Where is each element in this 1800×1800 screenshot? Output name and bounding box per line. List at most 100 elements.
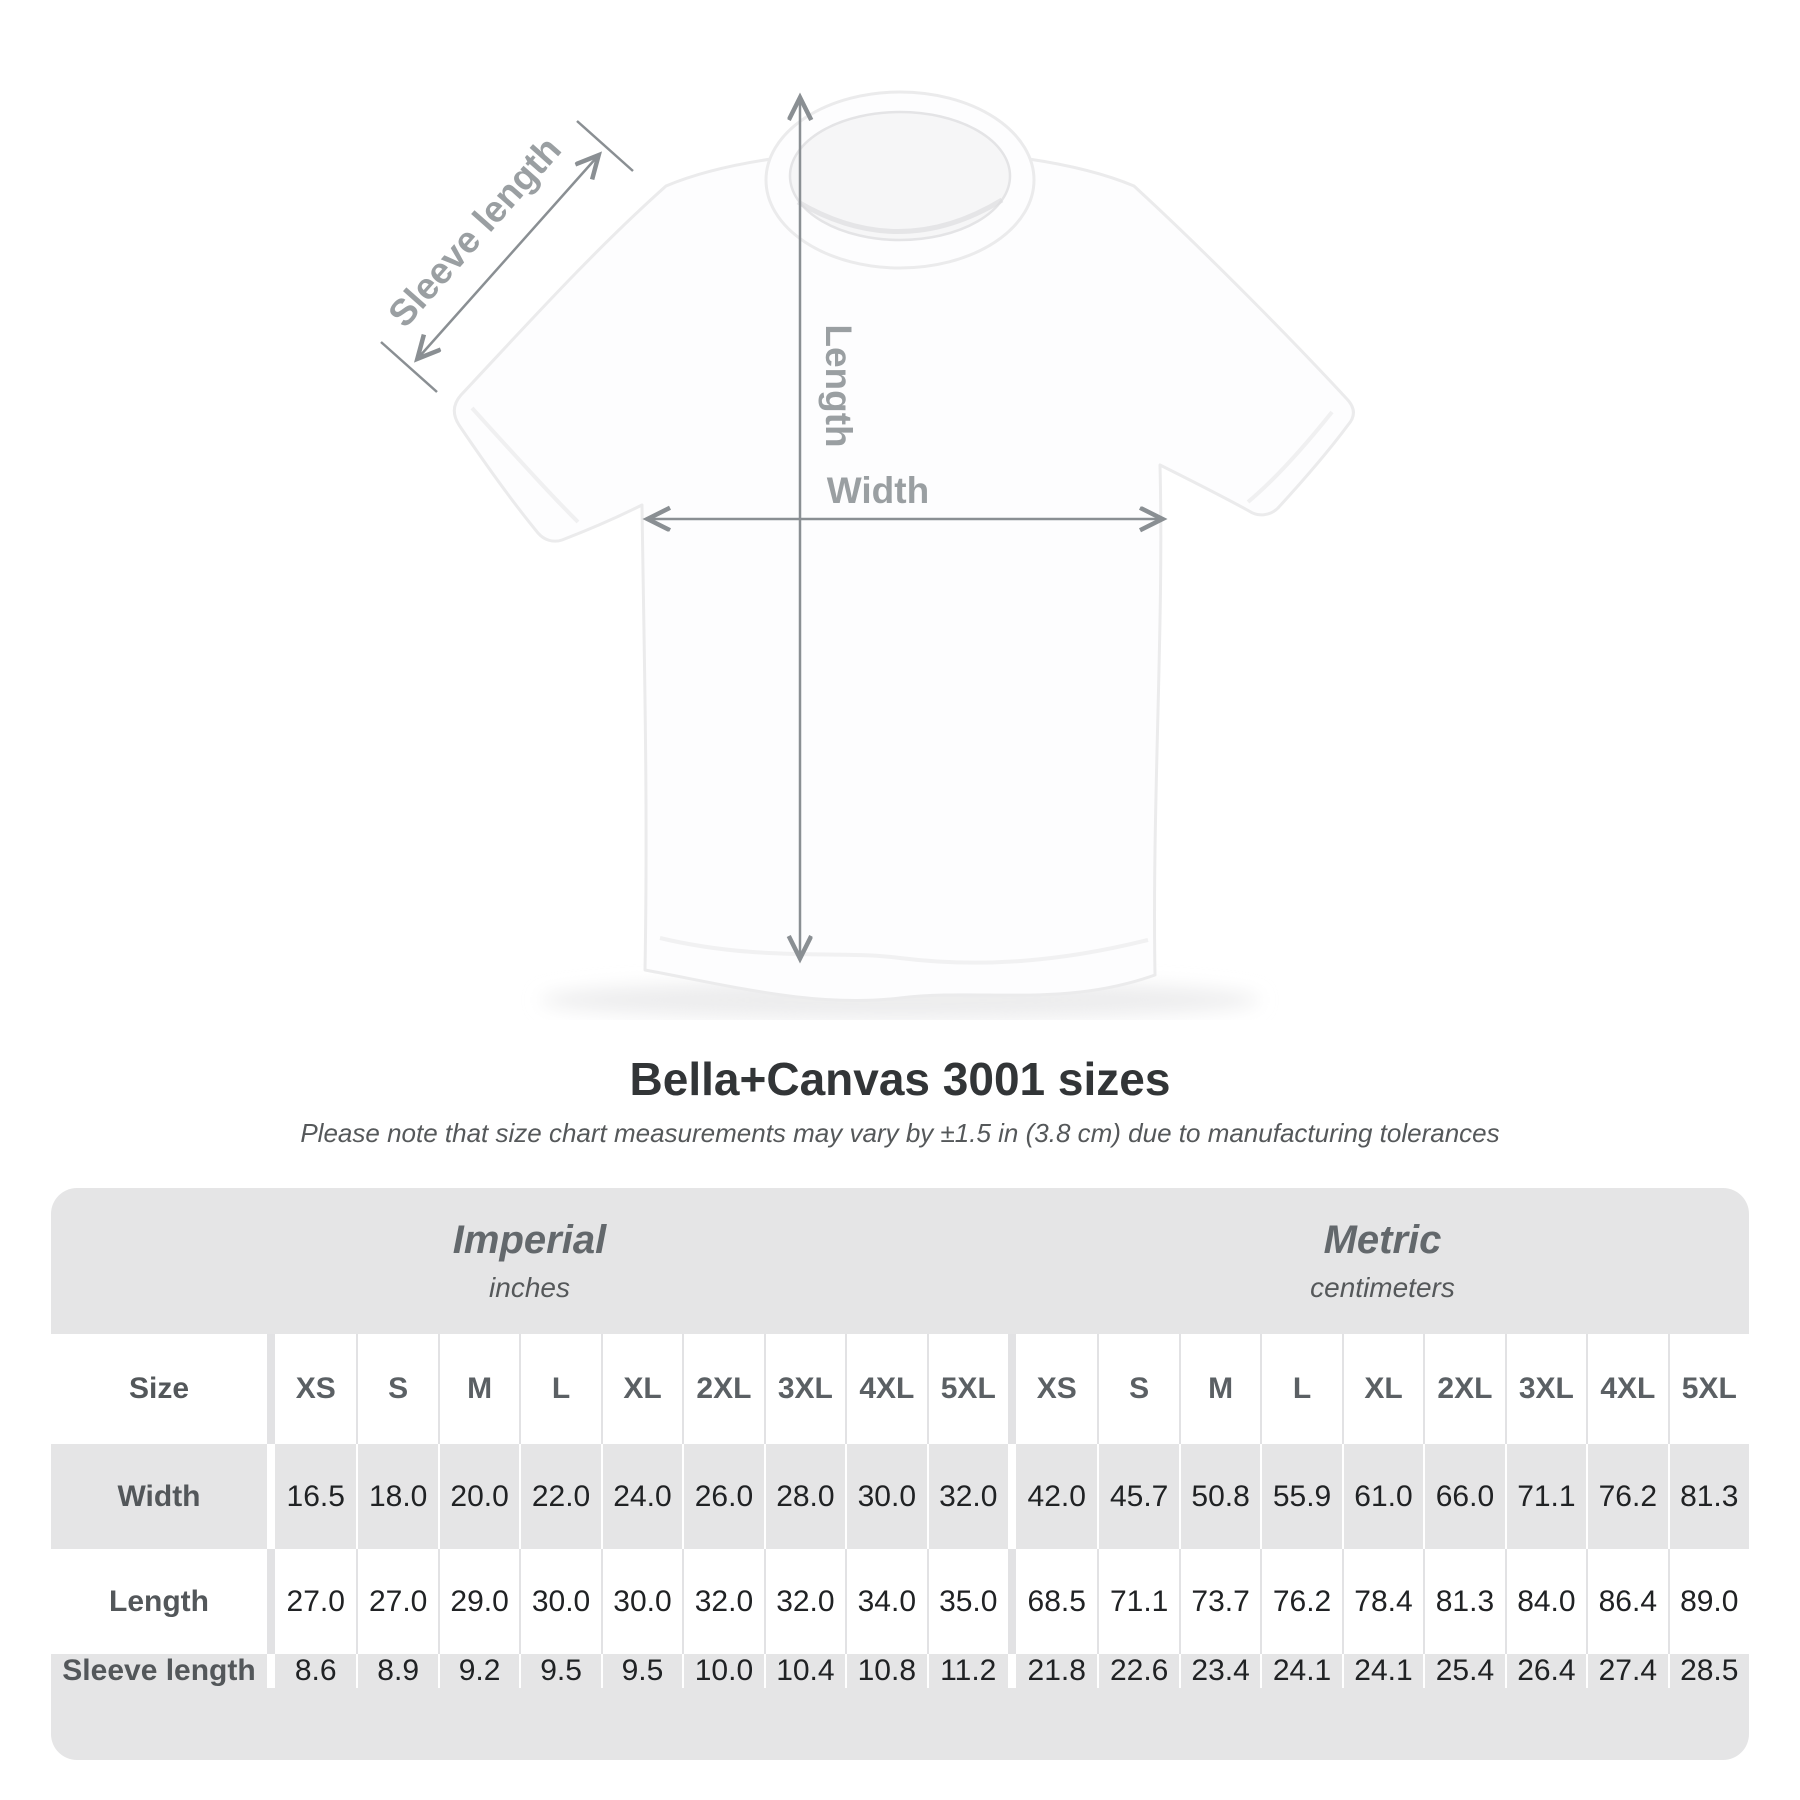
metric-value-cell: 61.0 xyxy=(1341,1444,1423,1549)
metric-group-header: Metric centimeters xyxy=(1016,1220,1749,1302)
metric-size-header: XL xyxy=(1341,1334,1423,1444)
hem-stitch xyxy=(659,936,1149,965)
metric-value-cell: 26.4 xyxy=(1504,1654,1586,1688)
collar-inner-shadow xyxy=(796,197,1004,234)
metric-value-cell: 71.1 xyxy=(1504,1444,1586,1549)
right-cuff-fold xyxy=(1246,410,1334,504)
sleeve-length-label: Sleeve length xyxy=(380,129,569,335)
unit-divider xyxy=(1007,1334,1016,1444)
sleeve-length-tick-bottom xyxy=(380,341,438,393)
imperial-value-cell: 32.0 xyxy=(763,1549,845,1654)
imperial-value-cell: 28.0 xyxy=(763,1444,845,1549)
sleeve-length-arrow xyxy=(419,157,597,357)
measurement-label: Width xyxy=(117,1479,201,1513)
width-label: Width xyxy=(827,470,929,511)
metric-value-cell: 42.0 xyxy=(1027,1479,1086,1513)
size-table-rows: Size XS S M L XL 2XL 3XL 4XL 5XL XS S M L XL 2XL 3XL 4XL 5… xyxy=(51,1334,1749,1688)
metric-size-header: L xyxy=(1260,1334,1341,1444)
page-title: Bella+Canvas 3001 sizes xyxy=(629,1053,1171,1105)
metric-value-cell: 81.3 xyxy=(1423,1549,1504,1654)
unit-divider xyxy=(1007,1549,1016,1654)
tshirt-measurement-diagram: Sleeve length Length Width xyxy=(380,90,1355,1020)
imperial-value-cell: 11.2 xyxy=(926,1654,1008,1688)
collar-opening xyxy=(788,110,1012,242)
metric-value-cell: 27.4 xyxy=(1586,1654,1667,1688)
metric-group-title: Metric xyxy=(1323,1218,1442,1262)
measurement-row: Length 27.0 27.0 29.0 30.0 30.0 32.0 32.0 34.0 35… xyxy=(51,1549,1749,1654)
metric-value-cell: 68.5 xyxy=(1027,1584,1086,1618)
measurement-label: Length xyxy=(109,1584,209,1618)
tolerance-note: Please note that size chart measurements… xyxy=(300,1118,1500,1148)
imperial-value-cell: 30.0 xyxy=(519,1549,600,1654)
imperial-value-cell: 27.0 xyxy=(286,1584,345,1618)
metric-value-cell: 76.2 xyxy=(1260,1549,1341,1654)
size-table: Imperial inches Metric centimeters Size X… xyxy=(51,1188,1749,1760)
imperial-value-cell: 32.0 xyxy=(926,1444,1008,1549)
size-header-row: Size XS S M L XL 2XL 3XL 4XL 5XL XS S M L XL 2XL 3XL 4XL 5… xyxy=(51,1334,1749,1444)
imperial-value-cell: 24.0 xyxy=(600,1444,682,1549)
metric-value-cell: 21.8 xyxy=(1027,1654,1086,1687)
sleeve-length-tick-top xyxy=(576,120,634,172)
imperial-size-header: L xyxy=(519,1334,600,1444)
metric-value-cell: 71.1 xyxy=(1097,1549,1178,1654)
column-divider xyxy=(267,1444,275,1549)
imperial-value-cell: 22.0 xyxy=(519,1444,600,1549)
metric-value-cell: 23.4 xyxy=(1178,1654,1260,1688)
imperial-value-cell: 9.2 xyxy=(437,1654,519,1688)
metric-value-cell: 66.0 xyxy=(1423,1444,1504,1549)
metric-value-cell: 86.4 xyxy=(1586,1549,1667,1654)
imperial-value-cell: 9.5 xyxy=(600,1654,682,1688)
measurement-row: Width 16.5 18.0 20.0 22.0 24.0 26.0 28.0 30.0 32.… xyxy=(51,1444,1749,1549)
metric-size-header: 2XL xyxy=(1423,1334,1504,1444)
imperial-size-header: 2XL xyxy=(682,1334,763,1444)
imperial-value-cell: 30.0 xyxy=(845,1444,926,1549)
imperial-value-cell: 9.5 xyxy=(519,1654,600,1688)
metric-size-header: S xyxy=(1097,1334,1178,1444)
imperial-value-cell: 34.0 xyxy=(845,1549,926,1654)
imperial-size-header: XS xyxy=(295,1372,336,1405)
imperial-value-cell: 10.0 xyxy=(682,1654,763,1688)
imperial-value-cell: 26.0 xyxy=(682,1444,763,1549)
imperial-group-subtitle: inches xyxy=(489,1272,570,1303)
imperial-size-header: S xyxy=(356,1334,437,1444)
metric-group-subtitle: centimeters xyxy=(1310,1272,1455,1303)
imperial-group-title: Imperial xyxy=(452,1218,607,1262)
imperial-value-cell: 32.0 xyxy=(682,1549,763,1654)
unit-divider xyxy=(1007,1654,1016,1688)
metric-size-header: 5XL xyxy=(1667,1334,1749,1444)
imperial-value-cell: 29.0 xyxy=(437,1549,519,1654)
imperial-size-header: M xyxy=(437,1334,519,1444)
metric-value-cell: 24.1 xyxy=(1260,1654,1341,1688)
imperial-value-cell: 8.9 xyxy=(356,1654,437,1688)
imperial-value-cell: 16.5 xyxy=(286,1479,345,1513)
imperial-value-cell: 18.0 xyxy=(356,1444,437,1549)
column-divider xyxy=(267,1549,275,1654)
imperial-value-cell: 35.0 xyxy=(926,1549,1008,1654)
metric-size-header: 4XL xyxy=(1586,1334,1667,1444)
metric-value-cell: 25.4 xyxy=(1423,1654,1504,1688)
metric-value-cell: 78.4 xyxy=(1341,1549,1423,1654)
left-cuff-fold xyxy=(470,406,580,524)
metric-value-cell: 73.7 xyxy=(1178,1549,1260,1654)
metric-value-cell: 84.0 xyxy=(1504,1549,1586,1654)
imperial-value-cell: 20.0 xyxy=(437,1444,519,1549)
unit-divider xyxy=(1007,1444,1016,1549)
metric-value-cell: 24.1 xyxy=(1341,1654,1423,1688)
length-label: Length xyxy=(818,324,859,447)
metric-size-header: XS xyxy=(1036,1372,1077,1405)
metric-value-cell: 76.2 xyxy=(1586,1444,1667,1549)
imperial-value-cell: 30.0 xyxy=(600,1549,682,1654)
imperial-size-header: 3XL xyxy=(763,1334,845,1444)
metric-value-cell: 28.5 xyxy=(1667,1654,1749,1688)
metric-value-cell: 89.0 xyxy=(1667,1549,1749,1654)
imperial-value-cell: 8.6 xyxy=(294,1654,337,1687)
column-divider xyxy=(267,1654,275,1688)
metric-value-cell: 22.6 xyxy=(1097,1654,1178,1688)
metric-size-header: M xyxy=(1178,1334,1260,1444)
unit-group-band: Imperial inches Metric centimeters xyxy=(51,1188,1749,1334)
imperial-size-header: XL xyxy=(600,1334,682,1444)
measurement-row: Sleeve length 8.6 8.9 9.2 9.5 9.5 10.0 10.4 10.8… xyxy=(51,1654,1749,1688)
imperial-size-header: 5XL xyxy=(926,1334,1008,1444)
imperial-group-header: Imperial inches xyxy=(51,1220,1008,1302)
